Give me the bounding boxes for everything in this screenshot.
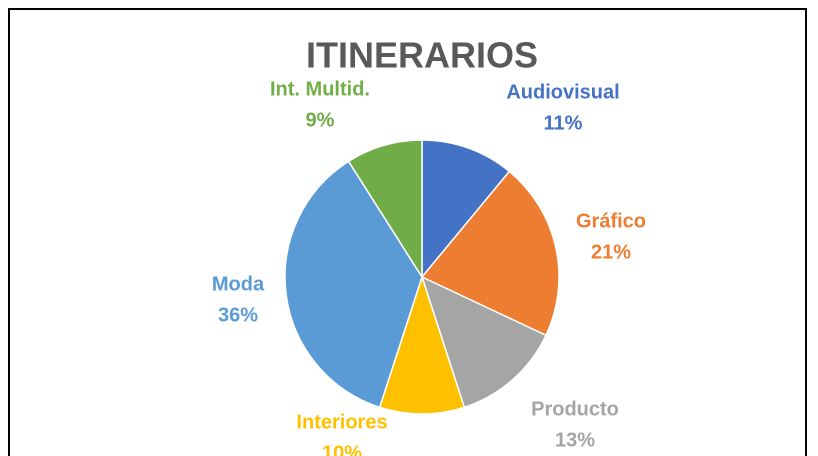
slice-label: Audiovisual: [506, 81, 619, 103]
pie-slice: [284, 160, 423, 409]
slice-value-label: 11%: [544, 112, 583, 134]
slice-label: Int. Multid.: [270, 78, 370, 100]
pie-slice: [420, 275, 547, 409]
pie-slice: [378, 274, 466, 415]
slice-value-label: 21%: [591, 241, 631, 263]
pie-slice: [347, 139, 423, 280]
slice-label: Gráfico: [576, 210, 646, 232]
pie-slice: [421, 139, 511, 280]
slice-label: Interiores: [296, 411, 387, 433]
chart-title: ITINERARIOS: [306, 35, 538, 76]
slice-value-label: 10%: [322, 442, 362, 456]
slice-value-label: 9%: [306, 109, 335, 131]
slice-label: Producto: [531, 398, 619, 420]
slice-value-label: 36%: [218, 304, 258, 326]
slice-value-label: 13%: [555, 429, 595, 451]
slice-label: Moda: [212, 273, 265, 295]
pie-slice: [420, 170, 560, 337]
